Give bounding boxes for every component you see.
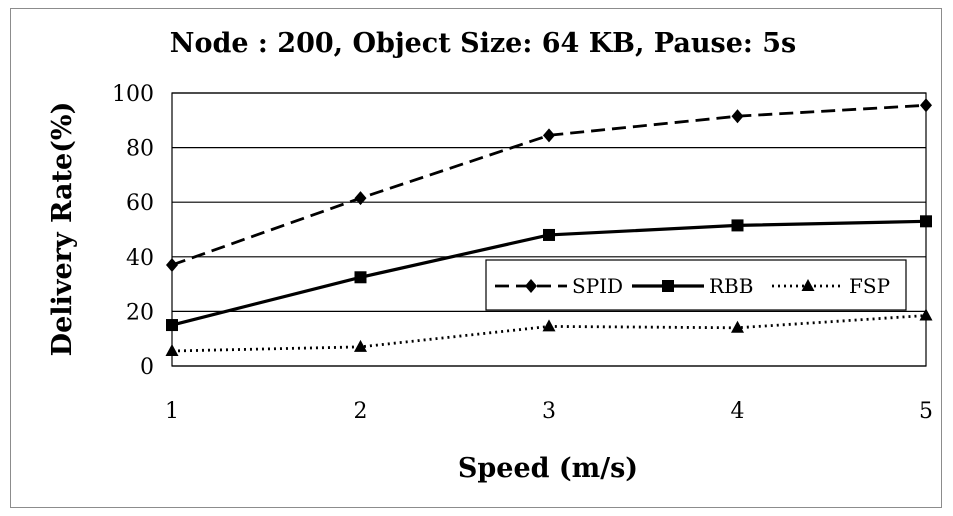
- legend-marker: [525, 279, 537, 293]
- data-point-spid: [920, 98, 932, 113]
- y-tick-label: 100: [112, 82, 154, 107]
- legend-label: SPID: [572, 274, 623, 298]
- legend: SPID RBB FSP: [485, 259, 907, 311]
- data-point-spid: [731, 109, 744, 124]
- series-line-spid: [171, 103, 927, 267]
- y-tick-label: 60: [126, 191, 154, 216]
- data-point-rbb: [543, 228, 555, 241]
- y-tick-labels: 0 20 40 60 80 100: [112, 82, 154, 380]
- data-point-spid: [354, 191, 367, 206]
- y-axis-title: Delivery Rate(%): [47, 102, 78, 357]
- legend-label: FSP: [849, 274, 890, 298]
- series-layer: [165, 98, 933, 356]
- legend-marker: [662, 280, 674, 292]
- y-tick-label: 40: [126, 246, 154, 271]
- series-spid: [166, 98, 932, 272]
- x-tick-label: 4: [731, 399, 745, 424]
- x-tick-label: 5: [919, 399, 933, 424]
- data-point-rbb: [166, 319, 178, 332]
- data-point-fsp: [542, 319, 556, 332]
- plot-area-border: [171, 92, 927, 367]
- data-point-rbb: [920, 215, 932, 228]
- y-tick-label: 0: [140, 355, 154, 380]
- x-axis-title: Speed (m/s): [458, 453, 638, 484]
- legend-marker: [801, 279, 815, 291]
- data-point-fsp: [354, 339, 367, 352]
- chart-frame: [10, 8, 942, 508]
- x-tick-labels: 1 2 3 4 5: [165, 399, 933, 424]
- legend-item-spid: SPID: [495, 274, 623, 298]
- x-tick-label: 3: [542, 399, 556, 424]
- data-point-fsp: [165, 343, 179, 356]
- legend-item-fsp: FSP: [772, 274, 890, 298]
- data-point-spid: [166, 257, 178, 272]
- y-tick-label: 20: [126, 300, 154, 325]
- data-point-rbb: [354, 271, 367, 284]
- legend-label: RBB: [709, 274, 753, 298]
- chart-title: Node : 200, Object Size: 64 KB, Pause: 5…: [170, 28, 796, 59]
- gridlines: [171, 92, 927, 367]
- legend-item-rbb: RBB: [632, 274, 753, 298]
- data-point-spid: [543, 128, 555, 143]
- data-point-rbb: [731, 219, 744, 232]
- x-tick-label: 2: [354, 399, 368, 424]
- data-point-fsp: [919, 308, 933, 321]
- series-fsp: [165, 308, 933, 356]
- data-point-fsp: [731, 320, 744, 333]
- x-tick-label: 1: [165, 399, 179, 424]
- series-rbb: [166, 215, 932, 332]
- y-tick-label: 80: [126, 137, 154, 162]
